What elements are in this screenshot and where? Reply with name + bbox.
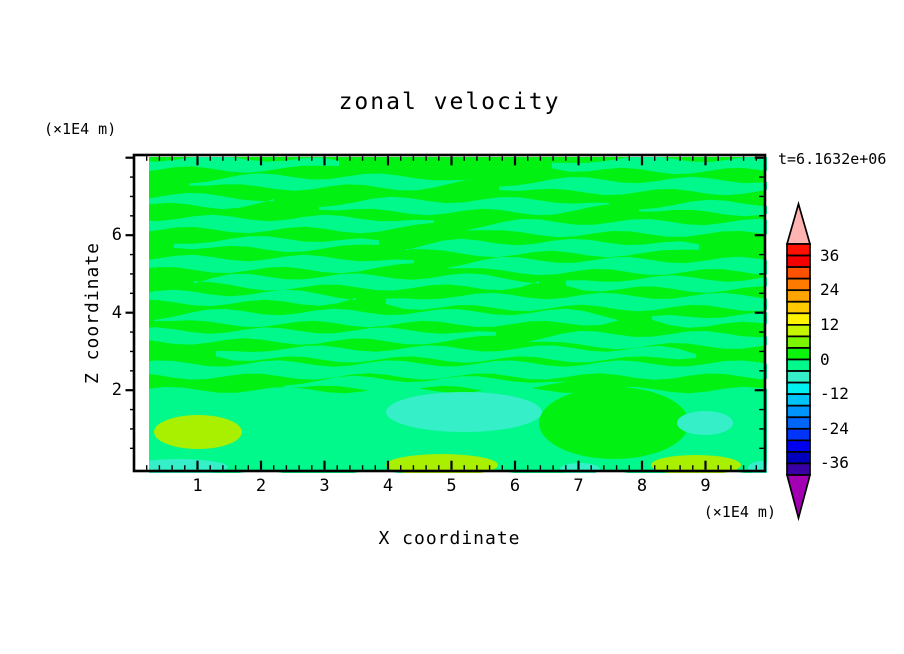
colorbar-segment bbox=[786, 347, 811, 361]
field-patch-aqua bbox=[149, 459, 228, 473]
field-band bbox=[216, 345, 696, 363]
colorbar-segment bbox=[786, 243, 811, 257]
colorbar-segment bbox=[786, 393, 811, 407]
field-band bbox=[284, 375, 566, 393]
colorbar-label: -24 bbox=[820, 418, 849, 438]
colorbar bbox=[785, 200, 812, 522]
colorbar-label: -12 bbox=[820, 384, 849, 404]
colorbar-segment bbox=[786, 451, 811, 465]
colorbar-segment bbox=[786, 300, 811, 315]
y-axis-unit-label: (×1E4 m) bbox=[44, 120, 117, 138]
colorbar-label: 0 bbox=[820, 349, 830, 369]
x-axis-tick-label: 9 bbox=[700, 476, 711, 496]
field-band bbox=[319, 196, 609, 216]
colorbar-label: -36 bbox=[820, 453, 849, 473]
colorbar-under-arrow bbox=[785, 474, 812, 522]
x-axis-unit-label: (×1E4 m) bbox=[703, 503, 776, 521]
field-band bbox=[466, 218, 767, 238]
field-band bbox=[149, 360, 767, 380]
contour-plot bbox=[125, 153, 767, 473]
field-band bbox=[386, 292, 767, 312]
colorbar-segment bbox=[786, 312, 811, 326]
field-patch-chartreuse bbox=[154, 415, 242, 449]
colorbar-over-arrow bbox=[785, 200, 812, 245]
colorbar-segment bbox=[786, 416, 811, 430]
x-axis-tick-label: 2 bbox=[255, 476, 267, 496]
colorbar-label: 36 bbox=[820, 245, 840, 265]
field-patch-base bbox=[539, 387, 689, 459]
field-group bbox=[149, 157, 767, 473]
x-axis-tick-label: 3 bbox=[319, 476, 330, 496]
field-band bbox=[526, 330, 767, 350]
field-band bbox=[194, 273, 539, 291]
colorbar-label: 24 bbox=[820, 280, 840, 300]
colorbar-segment bbox=[786, 370, 811, 384]
field-band bbox=[639, 199, 767, 217]
colorbar-segment bbox=[786, 404, 811, 419]
colorbar-label: 12 bbox=[820, 314, 840, 334]
colorbar-segment bbox=[786, 381, 811, 396]
field-band bbox=[174, 236, 379, 252]
colorbar-segment bbox=[786, 439, 811, 453]
field-band bbox=[149, 327, 496, 345]
field-band bbox=[149, 192, 274, 210]
field-band bbox=[154, 308, 619, 328]
colorbar-segment bbox=[786, 254, 811, 268]
chart-title: zonal velocity bbox=[338, 89, 561, 115]
x-axis-tick-label: 7 bbox=[573, 476, 584, 496]
x-axis-tick-label: 6 bbox=[509, 476, 521, 496]
colorbar-segment bbox=[786, 266, 811, 280]
field-band bbox=[652, 312, 767, 328]
colorbar-segment bbox=[786, 335, 811, 349]
colorbar-segment bbox=[786, 358, 811, 372]
y-axis-tick-label: 6 bbox=[111, 225, 122, 246]
colorbar-segment bbox=[786, 289, 811, 303]
field-band bbox=[149, 254, 414, 274]
time-annotation: t=6.1632e+06 bbox=[778, 150, 887, 168]
field-band bbox=[189, 173, 469, 191]
field-patch-aqua bbox=[386, 392, 542, 432]
x-axis-tick-label: 4 bbox=[382, 476, 394, 496]
colorbar-segment bbox=[786, 277, 811, 292]
y-axis-tick-label: 2 bbox=[111, 380, 122, 401]
field-band bbox=[149, 289, 356, 307]
field-band bbox=[552, 157, 767, 175]
y-axis-tick-label: 4 bbox=[111, 302, 122, 323]
field-band bbox=[446, 256, 767, 276]
x-axis-tick-label: 1 bbox=[192, 476, 203, 496]
colorbar-segment bbox=[786, 323, 811, 338]
x-axis-title: X coordinate bbox=[378, 528, 521, 549]
colorbar-segment bbox=[786, 427, 811, 442]
field-band bbox=[566, 275, 767, 293]
colorbar-segment bbox=[786, 462, 811, 476]
field-patch-aqua bbox=[677, 411, 733, 435]
x-axis-tick-label: 8 bbox=[636, 476, 648, 496]
x-axis-tick-label: 5 bbox=[446, 476, 457, 496]
field-band bbox=[406, 238, 699, 258]
field-band bbox=[149, 214, 434, 234]
field-band bbox=[499, 176, 767, 196]
